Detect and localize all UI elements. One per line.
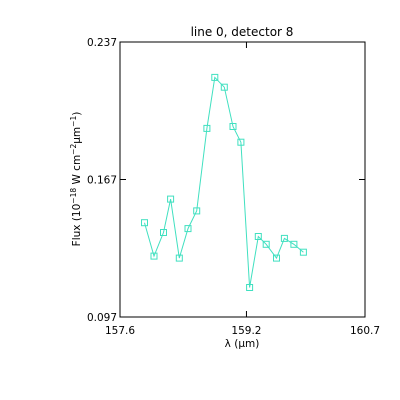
y-axis-label-mid2: μm — [71, 127, 83, 144]
y-axis-label-suffix: ) — [71, 112, 83, 116]
data-point — [299, 248, 307, 256]
data-point — [167, 195, 175, 203]
y-axis-label-exp1: −18 — [69, 188, 78, 204]
data-point — [160, 229, 167, 236]
chart-title: line 0, detector 8 — [191, 25, 294, 39]
y-tick-label: 0.097 — [87, 312, 117, 324]
x-tick-label: 160.7 — [350, 325, 380, 337]
data-point — [229, 123, 237, 130]
data-point — [280, 234, 288, 242]
data-point — [220, 83, 228, 91]
data-point — [203, 124, 211, 132]
y-axis-label-exp3: −1 — [69, 116, 78, 127]
data-point — [211, 73, 219, 81]
data-point — [246, 284, 254, 291]
data-point — [175, 254, 183, 262]
axis-ticks: 157.6 159.2 160.7 0.097 0.167 0.237 — [87, 37, 380, 337]
data-point — [254, 233, 262, 240]
y-axis-label: Flux (10−18 W cm−2μm−1) — [69, 112, 83, 247]
data-point — [262, 240, 270, 248]
series-line — [144, 76, 304, 288]
x-tick-label: 157.6 — [105, 325, 135, 337]
plot-frame — [119, 41, 366, 318]
y-axis-label-prefix: Flux (10 — [71, 204, 83, 247]
y-axis-label-exp2: −2 — [69, 144, 78, 155]
y-axis-label-mid1: W cm — [71, 155, 83, 188]
data-point — [290, 240, 298, 248]
y-tick-label: 0.167 — [87, 175, 117, 187]
data-point — [141, 219, 148, 227]
y-tick-label: 0.237 — [87, 37, 117, 49]
data-series — [141, 73, 307, 291]
data-point — [273, 254, 280, 262]
x-axis-label: λ (μm) — [225, 338, 260, 350]
data-point — [193, 207, 201, 215]
x-tick-label: 159.2 — [231, 325, 261, 337]
data-point — [150, 252, 158, 260]
data-point — [184, 225, 192, 233]
data-point — [237, 138, 245, 146]
